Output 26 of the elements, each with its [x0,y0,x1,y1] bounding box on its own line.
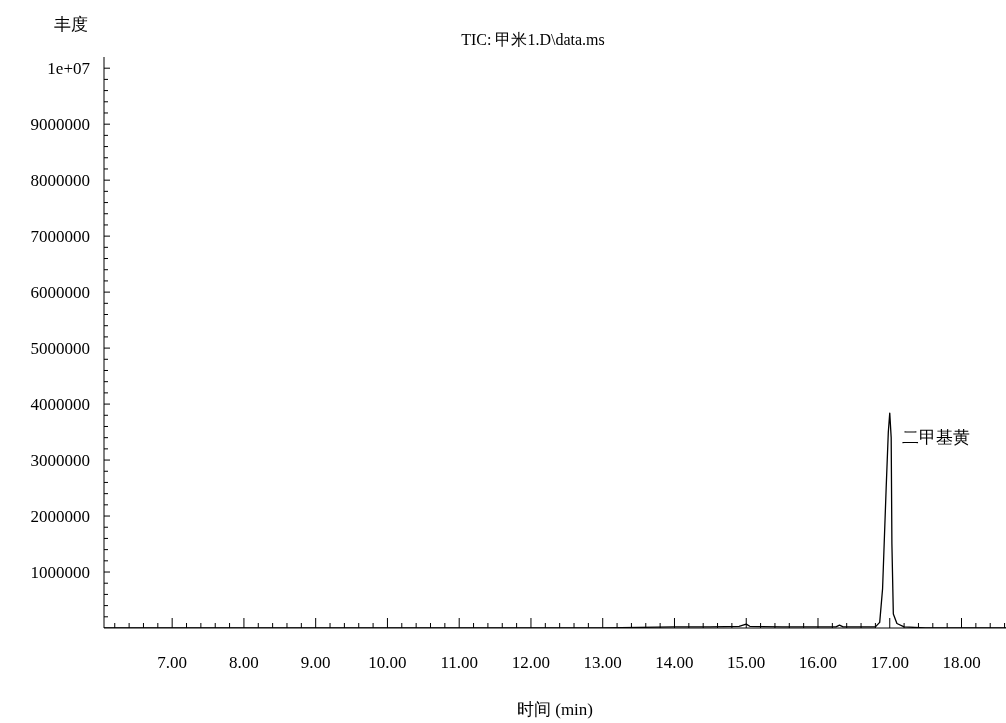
x-tick-label: 18.00 [942,653,981,672]
x-tick-label: 15.00 [727,653,766,672]
x-tick-label: 8.00 [229,653,259,672]
y-tick-label: 2000000 [30,507,90,527]
x-tick-label: 13.00 [583,653,622,672]
x-tick-label: 9.00 [300,653,331,672]
x-tick-label: 12.00 [511,653,551,672]
y-tick-label: 6000000 [30,283,90,303]
y-tick-label: 4000000 [30,395,90,415]
y-tick-label: 7000000 [30,227,90,247]
y-tick-label: 5000000 [30,339,90,359]
y-tick-label: 3000000 [30,451,90,471]
chart-title: TIC: 甲米1.D\data.ms [461,30,605,50]
x-tick-label: 17.00 [870,653,909,672]
x-tick-label: 16.00 [798,653,838,672]
y-tick-label: 1e+07 [47,59,91,79]
x-tick-label: 7.00 [157,653,188,672]
x-tick-label: 10.00 [368,653,407,672]
y-axis-title: 丰度 [54,14,88,36]
y-tick-label: 9000000 [30,115,90,135]
x-tick-label: 14.00 [655,653,694,672]
annotation: 二甲基黄 [901,428,970,448]
y-tick-label: 1000000 [30,563,90,583]
x-tick-label: 11.00 [440,653,479,672]
y-tick-label: 8000000 [30,171,90,191]
x-axis-title: 时间 (min) [516,700,594,719]
